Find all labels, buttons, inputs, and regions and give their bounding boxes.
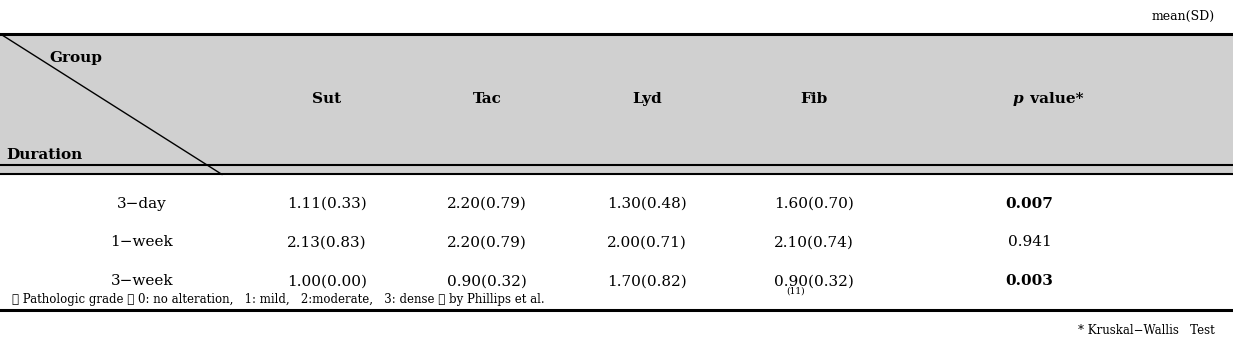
Text: p: p [1012, 92, 1023, 106]
Text: 1.30(0.48): 1.30(0.48) [608, 196, 687, 211]
Text: 0.941: 0.941 [1007, 235, 1052, 249]
Text: Lyd: Lyd [633, 92, 662, 106]
Text: mean(SD): mean(SD) [1152, 10, 1215, 23]
Text: 1.60(0.70): 1.60(0.70) [774, 196, 853, 211]
Text: 2.00(0.71): 2.00(0.71) [608, 235, 687, 249]
Text: 0.007: 0.007 [1006, 196, 1053, 211]
Text: 2.20(0.79): 2.20(0.79) [448, 196, 526, 211]
Text: 1.11(0.33): 1.11(0.33) [287, 196, 366, 211]
Text: Group: Group [49, 51, 102, 65]
Text: 2.20(0.79): 2.20(0.79) [448, 235, 526, 249]
Text: 1.00(0.00): 1.00(0.00) [287, 274, 366, 288]
Text: 1−week: 1−week [111, 235, 173, 249]
Text: Duration: Duration [6, 148, 83, 162]
Text: ※ Pathologic grade （ 0: no alteration,   1: mild,   2:moderate,   3: dense ） by : ※ Pathologic grade （ 0: no alteration, 1… [12, 293, 545, 306]
Bar [0, 34, 1233, 175]
Text: 1.70(0.82): 1.70(0.82) [608, 274, 687, 288]
Text: Sut: Sut [312, 92, 342, 106]
Text: 2.10(0.74): 2.10(0.74) [774, 235, 853, 249]
Text: 0.90(0.32): 0.90(0.32) [448, 274, 526, 288]
Text: (11): (11) [787, 286, 805, 296]
Text: value*: value* [1025, 92, 1083, 106]
Text: 0.003: 0.003 [1006, 274, 1053, 288]
Text: 3−day: 3−day [117, 196, 166, 211]
Text: 3−week: 3−week [111, 274, 173, 288]
Text: Tac: Tac [472, 92, 502, 106]
Text: 0.90(0.32): 0.90(0.32) [774, 274, 853, 288]
Text: * Kruskal−Wallis   Test: * Kruskal−Wallis Test [1078, 324, 1215, 337]
Text: Fib: Fib [800, 92, 827, 106]
Text: 2.13(0.83): 2.13(0.83) [287, 235, 366, 249]
